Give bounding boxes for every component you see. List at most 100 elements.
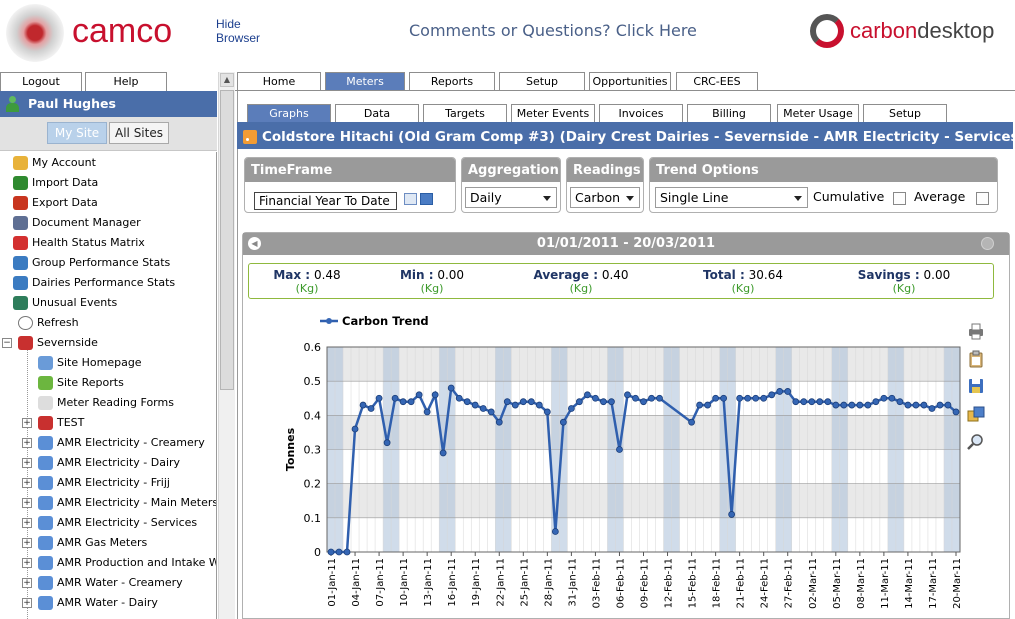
calendar-icon[interactable] bbox=[404, 193, 417, 205]
data-point bbox=[600, 398, 607, 406]
all-sites-tab[interactable]: All Sites bbox=[109, 122, 169, 144]
average-checkbox[interactable] bbox=[976, 192, 989, 205]
expand-toggle-icon[interactable]: + bbox=[22, 478, 32, 488]
tree-item-label: TEST bbox=[57, 416, 85, 429]
logout-button[interactable]: Logout bbox=[0, 72, 82, 91]
tree-item-icon bbox=[38, 556, 53, 570]
x-tick-label: 01-Jan-11 bbox=[327, 558, 338, 607]
trend-options-panel: Trend Options Single Line Cumulative Ave… bbox=[649, 157, 998, 213]
tree-item-label: Meter Reading Forms bbox=[57, 396, 174, 409]
main-tab[interactable]: CRC-EES bbox=[676, 72, 758, 91]
data-point bbox=[800, 398, 808, 406]
close-icon[interactable] bbox=[981, 237, 994, 250]
readings-header: Readings bbox=[567, 158, 643, 182]
sub-tab[interactable]: Graphs bbox=[247, 104, 331, 123]
tree-item-icon bbox=[38, 416, 53, 430]
data-point bbox=[535, 401, 543, 409]
camco-logo-icon bbox=[6, 4, 64, 62]
data-point bbox=[511, 401, 519, 409]
save-chart-icon[interactable] bbox=[967, 377, 985, 395]
my-site-tab[interactable]: My Site bbox=[47, 122, 107, 144]
menu-item-icon bbox=[13, 256, 28, 270]
tree-item-icon bbox=[38, 596, 53, 610]
data-point bbox=[559, 418, 567, 426]
rss-icon[interactable] bbox=[243, 130, 257, 144]
data-point bbox=[575, 398, 583, 406]
data-point bbox=[744, 394, 752, 402]
readings-select[interactable]: Carbon bbox=[570, 187, 640, 208]
data-point bbox=[912, 401, 920, 409]
expand-toggle-icon[interactable]: + bbox=[22, 538, 32, 548]
collapse-toggle-icon[interactable]: − bbox=[2, 338, 12, 348]
scroll-up-icon[interactable]: ▲ bbox=[220, 73, 234, 87]
expand-toggle-icon[interactable]: + bbox=[22, 558, 32, 568]
expand-toggle-icon[interactable]: + bbox=[22, 518, 32, 528]
clipboard-icon[interactable] bbox=[967, 350, 985, 368]
data-point bbox=[720, 394, 728, 402]
hide-browser-link[interactable]: Hide Browser bbox=[216, 17, 260, 45]
tree-item-label: Site Homepage bbox=[57, 356, 142, 369]
expand-toggle-icon[interactable]: + bbox=[22, 418, 32, 428]
expand-toggle-icon[interactable]: + bbox=[22, 458, 32, 468]
expand-toggle-icon[interactable]: + bbox=[22, 598, 32, 608]
print-icon[interactable] bbox=[967, 322, 985, 340]
main-tab[interactable]: Setup bbox=[499, 72, 585, 91]
sub-tab[interactable]: Meter Usage bbox=[777, 104, 859, 123]
tree-item-icon bbox=[38, 436, 53, 450]
tree-item-icon bbox=[38, 476, 53, 490]
expand-toggle-icon[interactable]: + bbox=[22, 498, 32, 508]
data-point bbox=[736, 394, 744, 402]
expand-toggle-icon[interactable]: + bbox=[22, 438, 32, 448]
sidebar-scrollbar[interactable]: ▲ bbox=[218, 72, 235, 619]
stat-unit: (Kg) bbox=[731, 282, 755, 295]
help-button[interactable]: Help bbox=[85, 72, 167, 91]
main-tab[interactable]: Opportunities bbox=[589, 72, 671, 91]
series-line bbox=[331, 384, 957, 554]
grid-band bbox=[327, 449, 960, 484]
aggregation-select[interactable]: Daily bbox=[465, 187, 557, 208]
carbondesktop-logo: carbondesktop bbox=[810, 14, 1010, 50]
comments-link[interactable]: Comments or Questions? Click Here bbox=[409, 21, 697, 40]
data-point bbox=[367, 405, 375, 412]
data-point bbox=[856, 401, 864, 409]
timeframe-input[interactable]: Financial Year To Date bbox=[254, 192, 397, 210]
tree-item-label: AMR Electricity - Dairy bbox=[57, 456, 181, 469]
sidebar-item-label: Import Data bbox=[32, 176, 99, 189]
collapse-icon[interactable]: ◀ bbox=[248, 237, 261, 250]
data-point bbox=[624, 391, 631, 399]
chevron-down-icon bbox=[543, 196, 551, 201]
x-tick-label: 05-Mar-11 bbox=[832, 558, 843, 609]
data-point bbox=[351, 425, 359, 433]
stat-value: 0.00 bbox=[923, 268, 951, 282]
scroll-thumb[interactable] bbox=[220, 90, 234, 390]
menu-item-icon bbox=[13, 296, 28, 310]
grid-band bbox=[327, 415, 960, 450]
sub-tab[interactable]: Data bbox=[335, 104, 419, 123]
data-point bbox=[383, 439, 391, 447]
tree-item-label: Site Reports bbox=[57, 376, 124, 389]
expand-toggle-icon[interactable]: + bbox=[22, 578, 32, 588]
sub-tab[interactable]: Setup bbox=[863, 104, 947, 123]
main-tab[interactable]: Home bbox=[237, 72, 321, 91]
x-tick-label: 19-Jan-11 bbox=[471, 558, 482, 607]
sub-tab[interactable]: Targets bbox=[423, 104, 507, 123]
zoom-icon[interactable] bbox=[967, 433, 985, 451]
sub-tab[interactable]: Invoices bbox=[599, 104, 683, 123]
save-icon[interactable] bbox=[420, 193, 433, 205]
main-tab[interactable]: Meters bbox=[325, 72, 405, 91]
x-tick-label: 03-Feb-11 bbox=[591, 558, 602, 608]
data-point bbox=[768, 391, 776, 399]
sub-tab[interactable]: Meter Events bbox=[511, 104, 595, 123]
x-tick-label: 27-Feb-11 bbox=[784, 558, 795, 608]
data-point bbox=[608, 398, 615, 406]
tree-item-label: AMR Production and Intake WIP bbox=[57, 556, 217, 569]
export-icon[interactable] bbox=[967, 405, 985, 423]
cumulative-checkbox[interactable] bbox=[893, 192, 906, 205]
main-tab[interactable]: Reports bbox=[409, 72, 495, 91]
tree-item-label: AMR Water - Creamery bbox=[57, 576, 183, 589]
x-tick-label: 18-Feb-11 bbox=[712, 558, 723, 608]
sub-tab[interactable]: Billing bbox=[687, 104, 771, 123]
logo-part-desktop: desktop bbox=[917, 18, 995, 43]
data-point bbox=[616, 446, 623, 453]
trend-select[interactable]: Single Line bbox=[655, 187, 808, 208]
